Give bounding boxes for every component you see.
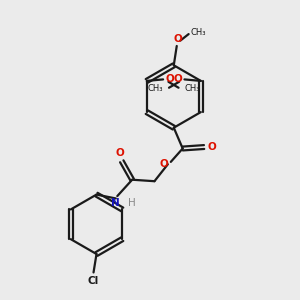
Text: O: O [173,74,182,84]
Text: O: O [159,159,168,169]
Text: CH₃: CH₃ [190,28,206,37]
Text: H: H [128,198,136,208]
Text: N: N [111,198,120,208]
Text: O: O [166,74,174,84]
Text: Cl: Cl [87,276,99,286]
Text: CH₃: CH₃ [184,84,200,93]
Text: O: O [208,142,217,152]
Text: O: O [173,34,182,44]
Text: CH₃: CH₃ [148,84,163,93]
Text: O: O [115,148,124,158]
